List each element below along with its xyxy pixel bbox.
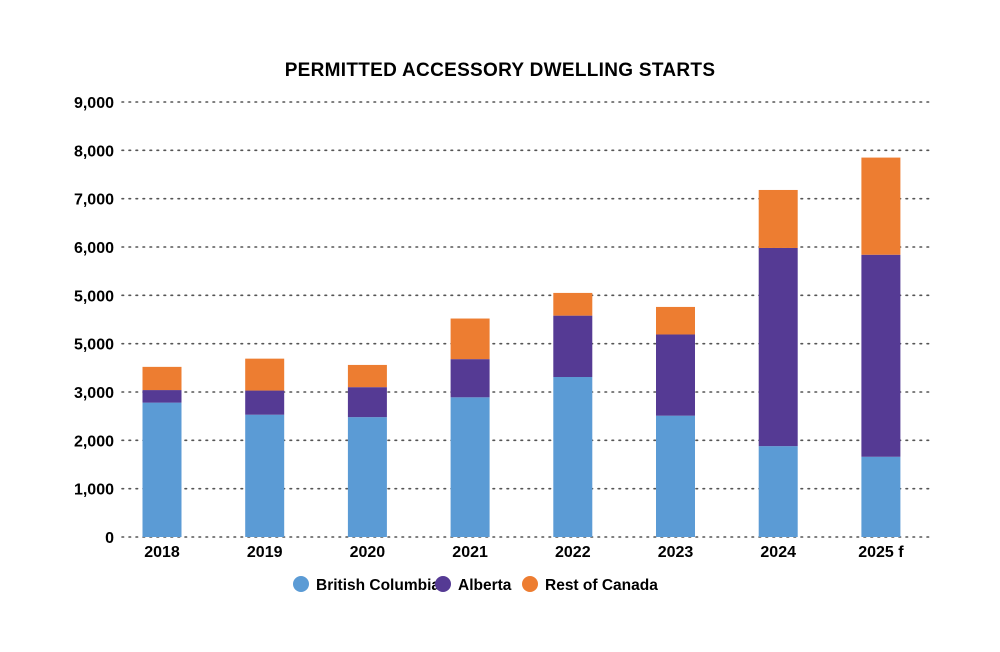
- legend-label: British Columbia: [316, 577, 440, 594]
- bar-segment-british-columbia: [861, 456, 901, 537]
- bar-segment-rest-of-canada: [758, 189, 798, 248]
- bar-segment-rest-of-canada: [553, 292, 593, 316]
- bar-segment-british-columbia: [656, 415, 695, 537]
- x-tick-label: 2023: [658, 544, 694, 561]
- legend-swatch: [293, 576, 309, 592]
- x-tick-label: 2019: [247, 544, 283, 561]
- y-tick-label: 9,000: [74, 95, 114, 112]
- y-tick-label: 8,000: [74, 143, 114, 160]
- legend-swatch: [435, 576, 451, 592]
- bar-segment-british-columbia: [142, 402, 182, 537]
- y-axis: 0 1,000 2,000 3,000 5,000 5,000 6,000 7,000 8,00…: [74, 95, 114, 547]
- bar-segment-rest-of-canada: [142, 366, 182, 391]
- x-tick-label: 2025 f: [858, 544, 904, 561]
- x-tick-label: 2020: [350, 544, 386, 561]
- bar-segment-alberta: [142, 390, 182, 403]
- x-tick-label: 2018: [144, 544, 180, 561]
- y-tick-label: 1,000: [74, 482, 114, 499]
- x-axis: 2018 2019 2020 2021 2022 2023 2024 2025 f: [144, 544, 904, 561]
- y-tick-label: 5,000: [74, 337, 114, 354]
- bar-segment-british-columbia: [245, 414, 285, 537]
- bar-segment-alberta: [245, 390, 285, 415]
- bar-segment-alberta: [553, 315, 593, 378]
- y-tick-label: 7,000: [74, 192, 114, 209]
- bar-segment-rest-of-canada: [347, 364, 387, 388]
- bar-segment-british-columbia: [347, 417, 387, 537]
- legend-label: Rest of Canada: [545, 577, 658, 594]
- bar-segment-alberta: [861, 254, 901, 457]
- chart-title: PERMITTED ACCESSORY DWELLING STARTS: [285, 60, 716, 81]
- bar-segment-rest-of-canada: [656, 306, 695, 335]
- x-tick-label: 2022: [555, 544, 591, 561]
- x-tick-label: 2021: [452, 544, 488, 561]
- y-tick-label: 2,000: [74, 433, 114, 450]
- bar-segment-rest-of-canada: [861, 157, 901, 255]
- bar-segment-british-columbia: [758, 446, 798, 537]
- bar-segment-british-columbia: [450, 397, 490, 537]
- legend: British Columbia Alberta Rest of Canada: [293, 576, 658, 594]
- bar-segment-rest-of-canada: [450, 318, 490, 360]
- legend-swatch: [522, 576, 538, 592]
- y-tick-label: 0: [105, 530, 114, 547]
- bar-segment-alberta: [347, 387, 387, 418]
- y-tick-label: 6,000: [74, 240, 114, 257]
- x-tick-label: 2024: [760, 544, 796, 561]
- bar-segment-alberta: [656, 334, 695, 416]
- bars: [142, 157, 901, 537]
- bar-segment-alberta: [450, 359, 490, 398]
- y-tick-label: 3,000: [74, 385, 114, 402]
- bar-segment-british-columbia: [553, 377, 593, 537]
- bar-segment-rest-of-canada: [245, 358, 285, 391]
- y-tick-label: 5,000: [74, 288, 114, 305]
- bar-segment-alberta: [758, 247, 798, 447]
- gridlines: [121, 101, 933, 538]
- legend-label: Alberta: [458, 577, 512, 594]
